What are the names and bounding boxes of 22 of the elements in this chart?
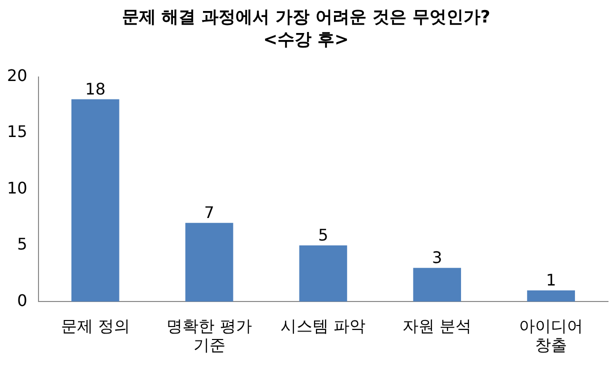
y-tick-label: 5 (17, 234, 28, 254)
bar (185, 222, 234, 302)
y-tick-label: 15 (7, 122, 28, 142)
x-tick-label: 시스템 파악 (280, 316, 366, 336)
bar (299, 245, 348, 302)
data-label: 1 (546, 270, 556, 290)
chart-subtitle: <수강 후> (263, 30, 349, 50)
y-tick-label: 0 (17, 290, 28, 310)
x-tick-label: 자원 분석 (402, 316, 472, 336)
y-tick-label: 20 (7, 66, 28, 85)
data-label: 5 (318, 226, 328, 245)
chart-title: 문제 해결 과정에서 가장 어려운 것은 무엇인가? (122, 8, 490, 28)
bar (527, 290, 575, 302)
bar (71, 99, 120, 302)
data-label: 18 (85, 79, 106, 98)
bar (413, 268, 462, 302)
data-label: 7 (204, 203, 214, 222)
data-label: 3 (432, 248, 442, 268)
x-tick-label: 문제 정의 (60, 316, 130, 336)
x-tick-label: 명확한 평가 기준 (166, 316, 252, 355)
x-tick-label: 아이디어 창출 (519, 316, 584, 355)
y-tick-label: 10 (7, 178, 28, 198)
